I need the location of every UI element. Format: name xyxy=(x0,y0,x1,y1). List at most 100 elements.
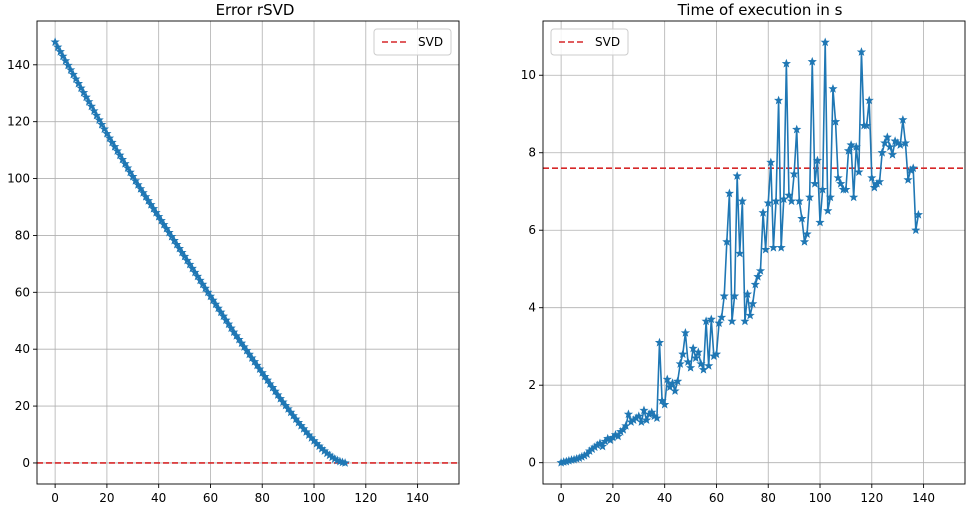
data-point-marker xyxy=(156,215,166,225)
data-point-marker xyxy=(696,359,706,368)
y-tick-label: 8 xyxy=(528,146,536,160)
data-point-marker xyxy=(218,311,229,321)
data-point-marker xyxy=(623,409,634,419)
plot-frame xyxy=(36,20,460,485)
y-tick-label: 120 xyxy=(7,115,30,129)
legend-box xyxy=(550,28,629,56)
data-point-marker xyxy=(683,357,693,366)
data-point-marker xyxy=(758,207,768,217)
data-point-marker xyxy=(86,101,96,111)
x-tick-label: 80 xyxy=(761,491,776,505)
data-point-marker xyxy=(125,167,135,177)
data-point-marker xyxy=(198,279,208,289)
data-point-marker xyxy=(802,229,812,239)
data-point-marker xyxy=(179,251,190,261)
y-tick-label: 0 xyxy=(22,456,30,470)
data-point-marker xyxy=(99,124,109,133)
data-point-marker xyxy=(167,231,177,241)
data-point-marker xyxy=(820,37,830,47)
data-point-marker xyxy=(727,316,737,326)
data-point-marker xyxy=(138,187,148,197)
y-tick-label: 60 xyxy=(15,285,30,299)
data-point-marker xyxy=(185,259,195,269)
x-tick-label: 140 xyxy=(912,491,935,505)
data-point-marker xyxy=(190,267,200,277)
legend-box xyxy=(373,28,452,56)
y-tick-label: 80 xyxy=(15,228,30,242)
data-point-marker xyxy=(680,328,691,337)
data-point-marker xyxy=(216,307,226,317)
x-tick-label: 20 xyxy=(99,491,114,505)
x-tick-label: 40 xyxy=(151,491,166,505)
data-point-marker xyxy=(229,327,239,337)
legend-label-svd: SVD xyxy=(595,35,620,49)
data-point-marker xyxy=(911,225,921,235)
data-point-marker xyxy=(81,92,91,102)
data-point-marker xyxy=(849,192,859,202)
data-point-marker xyxy=(84,96,94,106)
data-point-marker xyxy=(880,138,890,147)
data-point-marker xyxy=(745,310,755,320)
data-point-marker xyxy=(862,120,872,130)
data-point-marker xyxy=(208,295,218,305)
y-tick-label: 0 xyxy=(528,456,536,470)
data-point-marker xyxy=(128,171,138,181)
data-point-marker xyxy=(133,179,143,189)
y-tick-label: 40 xyxy=(15,342,30,356)
data-point-marker xyxy=(112,146,122,155)
data-point-marker xyxy=(898,114,908,124)
data-point-marker xyxy=(654,337,665,347)
data-point-marker xyxy=(255,364,265,374)
data-point-marker xyxy=(768,242,779,252)
data-point-marker xyxy=(836,178,846,188)
data-point-marker xyxy=(895,140,905,149)
chart-title: Error rSVD xyxy=(216,1,295,19)
data-point-marker xyxy=(763,198,773,208)
data-point-marker xyxy=(66,65,76,74)
data-point-marker xyxy=(833,173,843,182)
data-point-marker xyxy=(748,298,758,308)
data-point-marker xyxy=(211,299,221,309)
data-point-marker xyxy=(805,192,815,202)
data-point-marker xyxy=(275,393,285,403)
data-point-marker xyxy=(195,275,205,285)
data-point-marker xyxy=(262,375,273,385)
data-point-marker xyxy=(50,37,60,46)
y-tick-label: 100 xyxy=(7,172,30,186)
data-point-marker xyxy=(786,196,797,206)
data-point-marker xyxy=(685,362,696,372)
data-point-marker xyxy=(704,360,714,370)
data-point-marker xyxy=(286,407,296,417)
legend-label-svd: SVD xyxy=(418,35,443,49)
data-point-marker xyxy=(172,239,182,249)
data-point-marker xyxy=(810,178,820,188)
data-point-marker xyxy=(717,312,727,322)
data-point-marker xyxy=(151,207,161,217)
data-point-marker xyxy=(73,78,84,88)
data-point-marker xyxy=(732,171,742,180)
data-point-marker xyxy=(815,217,825,227)
data-point-marker xyxy=(265,379,275,388)
data-point-marker xyxy=(773,95,784,105)
data-point-marker xyxy=(688,343,698,353)
data-point-marker xyxy=(789,169,799,178)
data-point-marker xyxy=(799,237,810,246)
data-point-marker xyxy=(693,347,703,357)
data-point-marker xyxy=(841,184,851,194)
data-point-marker xyxy=(146,199,156,209)
data-point-marker xyxy=(283,404,293,413)
data-point-marker xyxy=(667,378,678,388)
x-tick-label: 100 xyxy=(303,491,326,505)
data-point-marker xyxy=(846,140,856,149)
data-point-marker xyxy=(740,316,750,326)
error-rsvd-chart: Error rSVD 0 20 40 60 80 100 120 140 0 20 40 60 80 10… xyxy=(7,1,460,505)
data-point-marker xyxy=(755,266,766,275)
data-point-marker xyxy=(60,55,71,65)
data-point-marker xyxy=(781,58,791,68)
data-point-marker xyxy=(830,116,841,126)
data-point-marker xyxy=(91,110,102,120)
data-point-marker xyxy=(226,323,236,333)
data-point-marker xyxy=(154,211,164,221)
data-point-marker xyxy=(913,209,924,219)
data-point-marker xyxy=(123,163,133,172)
